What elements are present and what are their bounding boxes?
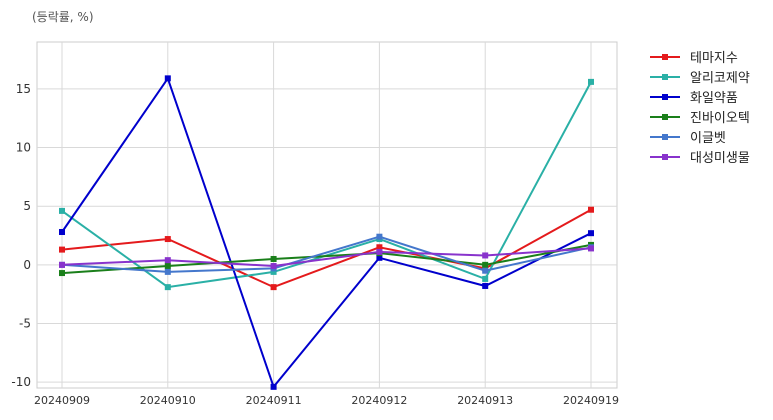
x-tick-label: 20240911 (246, 394, 302, 407)
y-tick-label: -10 (11, 375, 31, 389)
data-point (164, 268, 171, 275)
y-tick-label: 0 (23, 258, 31, 272)
data-point (59, 207, 65, 214)
x-tick-label: 20240909 (34, 394, 90, 407)
unit-label: (등락률, %) (32, 10, 94, 24)
data-point (59, 229, 65, 236)
series-line (61, 76, 592, 389)
data-point (164, 75, 171, 82)
series-line (61, 235, 592, 273)
data-point (59, 246, 65, 253)
legend-label: 대성미생물 (690, 151, 750, 166)
data-point (376, 244, 383, 251)
legend-marker (662, 134, 668, 140)
data-point (376, 248, 383, 255)
data-point (270, 268, 277, 275)
legend-item: 대성미생물 (650, 151, 750, 166)
legend-marker (662, 94, 668, 100)
legend-item: 테마지수 (650, 51, 738, 66)
series-line (61, 208, 592, 289)
grid (36, 41, 618, 389)
legend-item: 화일약품 (650, 91, 738, 106)
data-point (482, 261, 489, 268)
y-tick-label: 10 (16, 141, 31, 155)
data-point (588, 206, 594, 213)
data-point (164, 257, 171, 264)
legend-marker (662, 114, 668, 120)
data-point (482, 275, 489, 282)
legend-label: 이글벳 (690, 131, 726, 146)
data-point (482, 282, 489, 289)
data-point (376, 233, 383, 240)
legend-item: 이글벳 (650, 131, 726, 146)
x-tick-label: 20240910 (140, 394, 196, 407)
data-point (164, 284, 171, 291)
series-lines (59, 75, 594, 390)
series-line (61, 247, 592, 268)
plot-area (36, 41, 618, 389)
data-point (482, 267, 489, 274)
data-point (270, 255, 277, 262)
series-6 (59, 245, 594, 270)
data-point (270, 263, 277, 270)
legend-label: 알리코제약 (690, 71, 750, 86)
data-point (482, 252, 489, 259)
legend-item: 진바이오텍 (650, 111, 750, 126)
y-tick-label: 5 (23, 199, 31, 213)
legend-item: 알리코제약 (650, 71, 750, 86)
legend-label: 진바이오텍 (690, 111, 750, 126)
axes: -10 -5 0 5 10 15 20240909 20240910 20240911 20240… (11, 82, 619, 407)
x-tick-label: 20240912 (351, 394, 407, 407)
data-point (270, 284, 277, 291)
data-point (164, 263, 171, 270)
legend-marker (662, 74, 668, 80)
data-point (59, 270, 65, 277)
data-point (588, 230, 594, 237)
legend-marker (662, 54, 668, 60)
legend-marker (662, 154, 668, 160)
series-line (61, 243, 592, 275)
x-tick-label: 20240913 (457, 394, 513, 407)
data-point (588, 245, 594, 252)
legend-label: 테마지수 (690, 51, 738, 66)
data-point (59, 261, 65, 268)
y-tick-label: 15 (16, 82, 31, 96)
legend-label: 화일약품 (690, 91, 738, 106)
data-point (588, 78, 594, 85)
y-tick-label: -5 (19, 316, 31, 330)
data-point (270, 383, 277, 390)
data-point (164, 236, 171, 243)
x-tick-label: 20240919 (563, 394, 619, 407)
data-point (376, 254, 383, 261)
series-3 (59, 75, 594, 390)
